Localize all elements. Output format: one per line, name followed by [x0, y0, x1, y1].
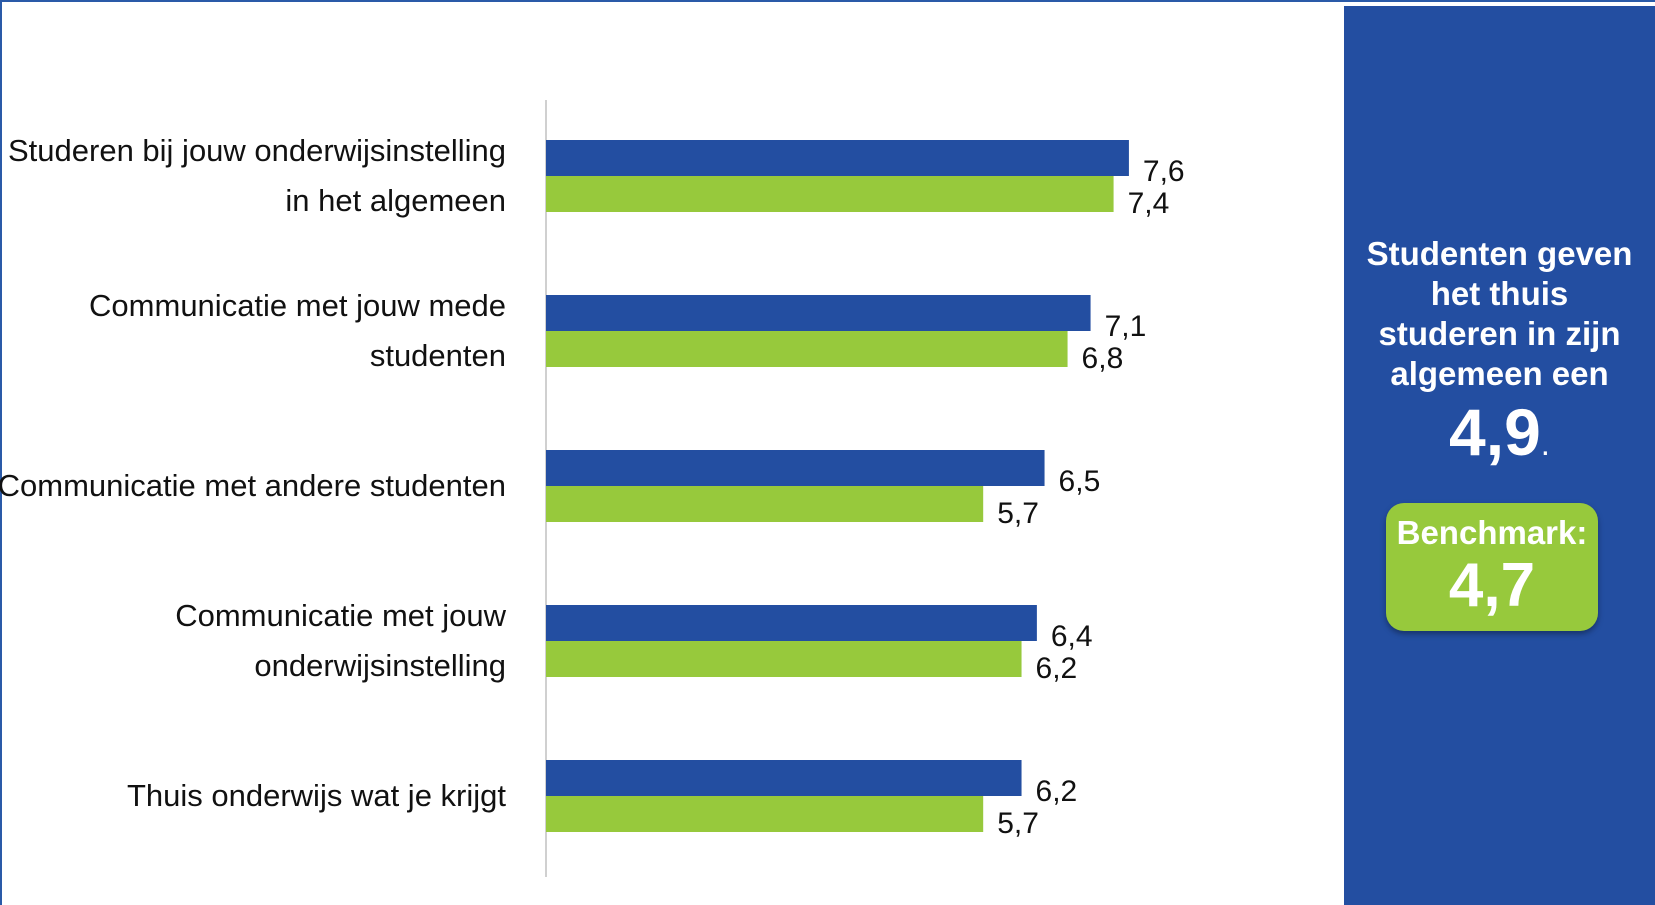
bar-chart: 7,67,47,16,86,55,76,46,26,25,7 — [545, 100, 1185, 877]
bar-2-5 — [546, 796, 984, 832]
value-label-1-4: 6,4 — [1051, 620, 1093, 653]
category-label-3: Communicatie met andere studenten — [0, 468, 506, 503]
value-label-1-1: 7,6 — [1143, 155, 1185, 188]
category-label-1: Studeren bij jouw onderwijsinstelling in… — [8, 133, 506, 218]
summary-score: 4,9 — [1449, 395, 1541, 469]
value-label-1-3: 6,5 — [1059, 465, 1101, 498]
value-label-2-2: 6,8 — [1082, 342, 1124, 375]
benchmark-value: 4,7 — [1448, 551, 1536, 620]
bar-1-3 — [546, 450, 1045, 486]
bar-1-5 — [546, 760, 1022, 796]
benchmark-badge: Benchmark: 4,7 — [1386, 503, 1598, 631]
summary-panel: Studenten geven het thuis studeren in zi… — [1344, 6, 1655, 905]
bar-1-4 — [546, 605, 1037, 641]
summary-text: Studenten geven het thuis studeren in zi… — [1366, 235, 1633, 392]
bar-2-2 — [546, 331, 1068, 367]
bar-2-3 — [546, 486, 984, 522]
summary-dot: . — [1540, 425, 1550, 462]
summary-value-line: 4,9. — [1364, 396, 1635, 468]
value-label-1-5: 6,2 — [1036, 775, 1078, 808]
summary-text-block: Studenten geven het thuis studeren in zi… — [1364, 234, 1635, 468]
category-label-2: Communicatie met jouw mede studenten — [89, 288, 506, 373]
value-label-2-3: 5,7 — [997, 497, 1039, 530]
bar-2-4 — [546, 641, 1022, 677]
category-label-5: Thuis onderwijs wat je krijgt — [126, 778, 506, 813]
bar-1-2 — [546, 295, 1091, 331]
category-label-4: Communicatie met jouw onderwijsinstellin… — [175, 598, 506, 683]
value-label-2-1: 7,4 — [1128, 187, 1170, 220]
value-label-2-4: 6,2 — [1036, 652, 1078, 685]
value-label-1-2: 7,1 — [1105, 310, 1147, 343]
value-label-2-5: 5,7 — [997, 807, 1039, 840]
value-labels-layer: 7,67,47,16,86,55,76,46,26,25,7 — [997, 155, 1184, 840]
bar-1-1 — [546, 140, 1129, 176]
bar-2-1 — [546, 176, 1114, 212]
bars-layer — [546, 140, 1129, 832]
benchmark-label: Benchmark: — [1396, 514, 1588, 551]
